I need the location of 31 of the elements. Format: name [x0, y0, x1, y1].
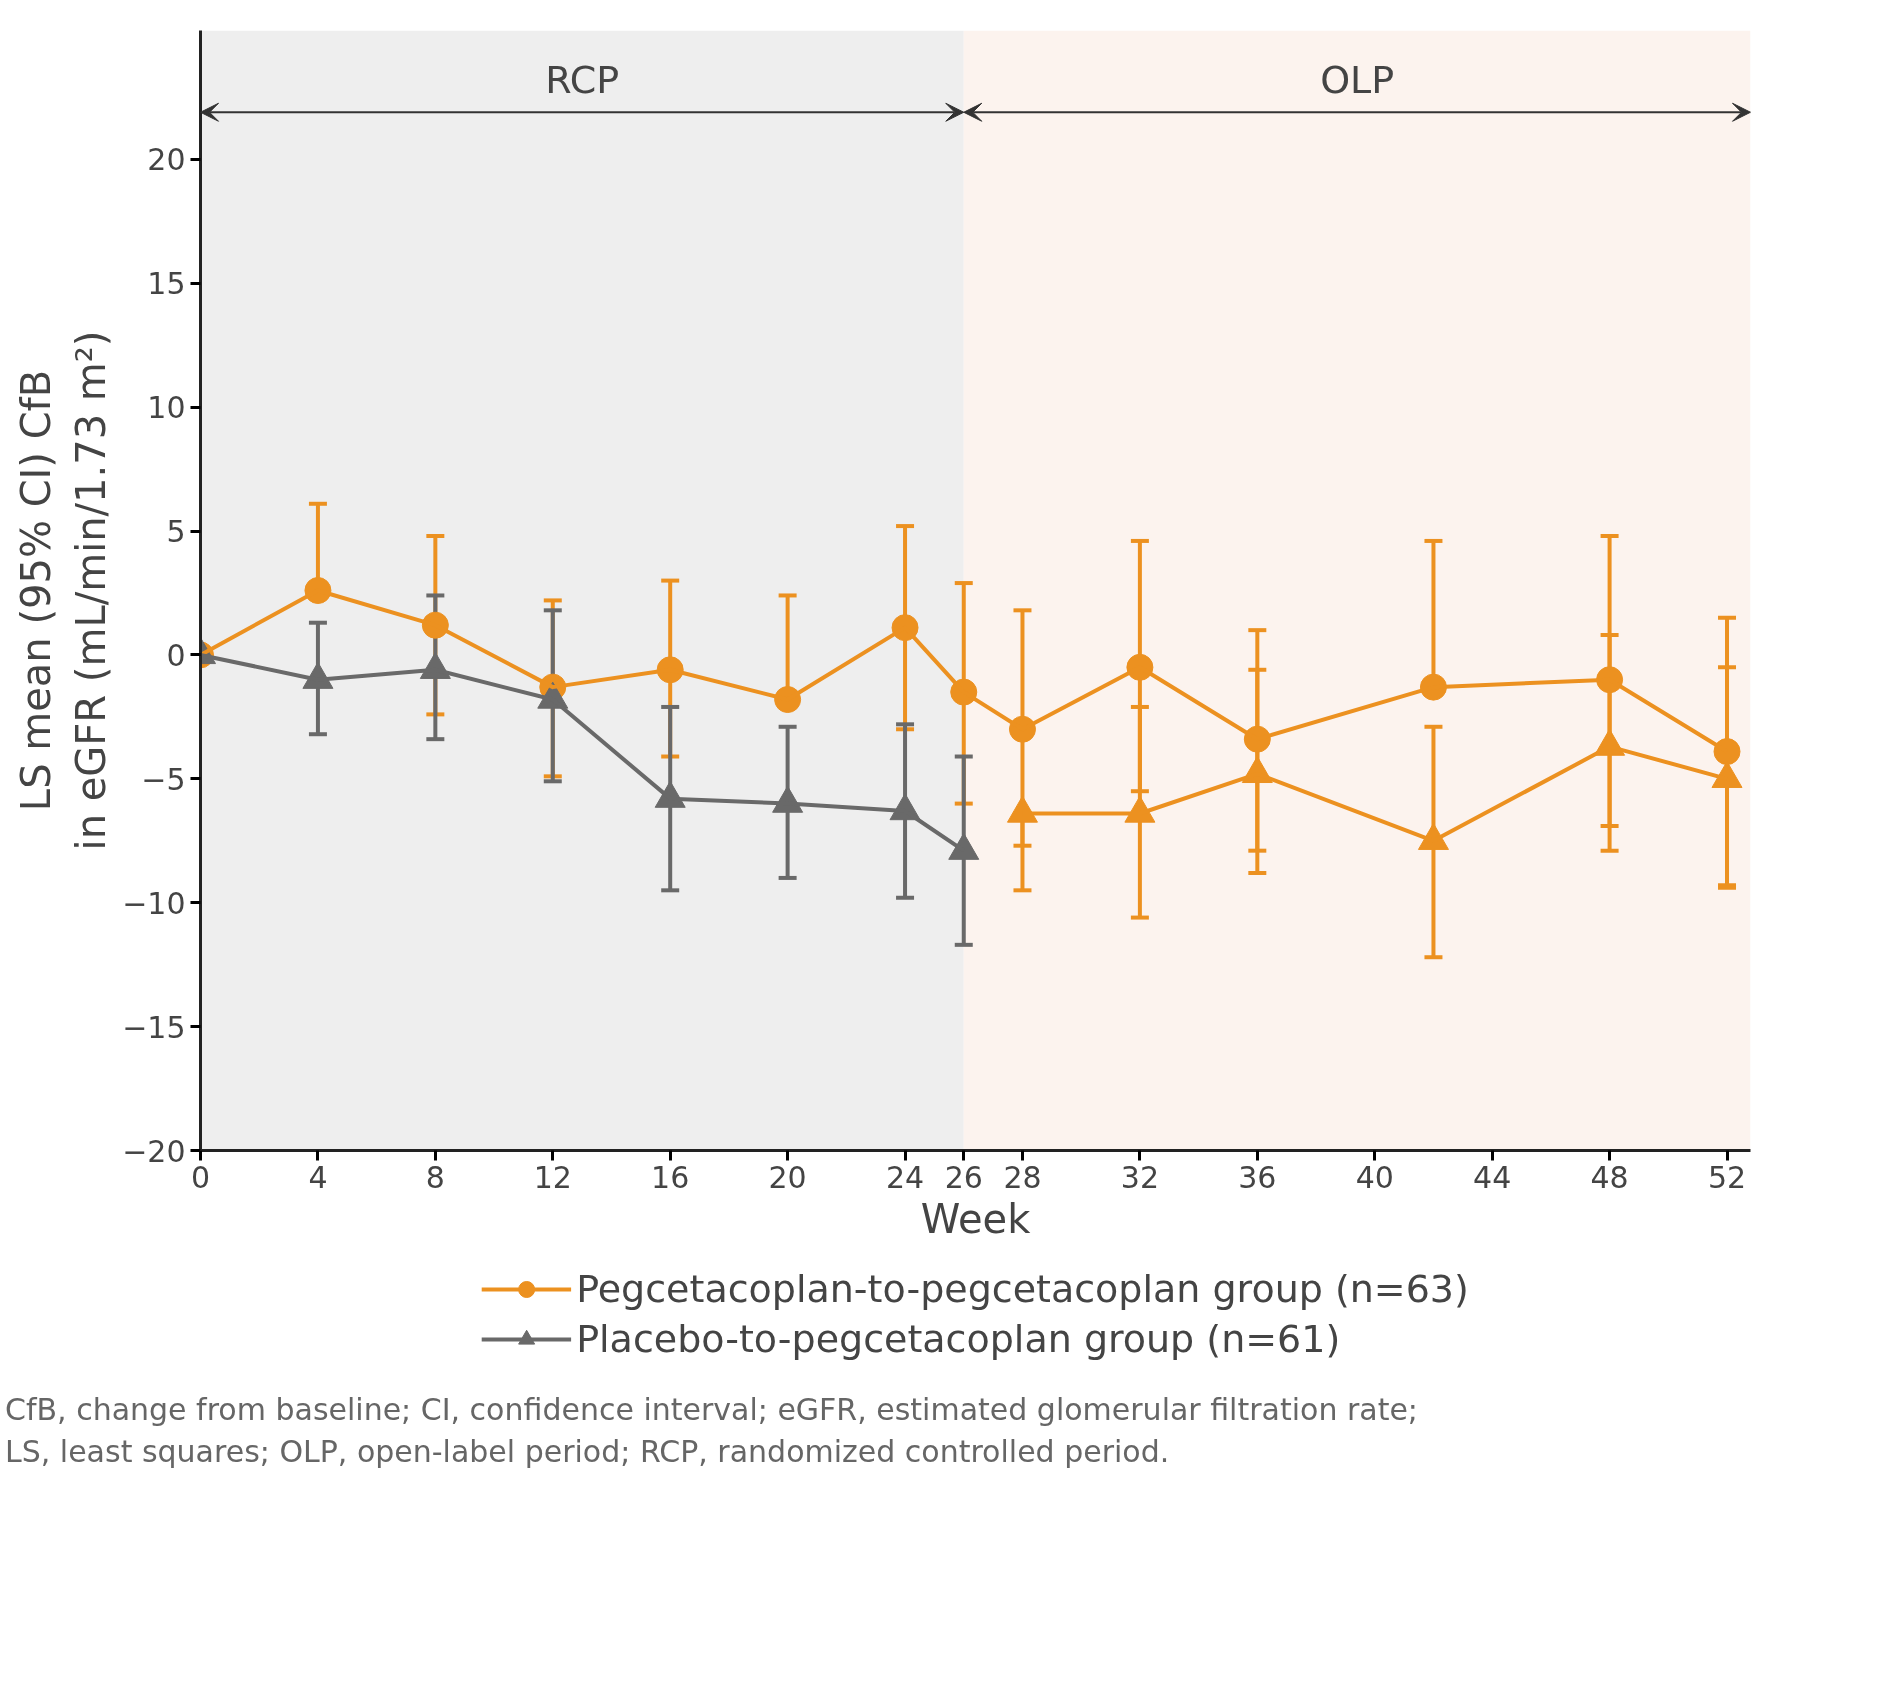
x-tick-label: 48: [1590, 1159, 1629, 1195]
y-tick-label: 0: [166, 637, 186, 673]
x-tick-label: 8: [425, 1159, 445, 1195]
x-tick-label: 40: [1355, 1159, 1394, 1195]
y-tick-label: −5: [141, 761, 186, 797]
band-label: OLP: [1320, 58, 1395, 103]
x-tick-label: 36: [1238, 1159, 1277, 1195]
x-tick-label: 32: [1120, 1159, 1159, 1195]
x-tick-label: 52: [1707, 1159, 1747, 1195]
x-tick-label: 12: [533, 1159, 572, 1195]
legend-label: Placebo-to-pegcetacoplan group (n=61): [576, 1317, 1341, 1361]
x-tick-label: 28: [1003, 1159, 1042, 1195]
x-tick-label: 20: [768, 1159, 807, 1195]
x-tick-label: 4: [308, 1159, 328, 1195]
legend-label: Pegcetacoplan-to-pegcetacoplan group (n=63): [576, 1267, 1469, 1311]
text: CfB, change from baseline; CI, confidence interval; eGFR, estimated glomerular filtration rate; LS, least squares; OLP, open-label period; RCP, randomized controlled period.: [5, 1391, 1418, 1471]
y-axis-title: LS mean (95% CI) CfB in eGFR (mL/min/1.73 m²): [12, 330, 115, 851]
x-tick-label: 0: [190, 1159, 211, 1195]
x-tick-label: 24: [885, 1159, 925, 1195]
y-tick-label: 10: [147, 390, 186, 426]
y-tick-label: −20: [122, 1133, 186, 1169]
x-tick-label: 16: [651, 1159, 690, 1195]
y-tick-label: 5: [166, 514, 186, 550]
x-tick-label: 44: [1473, 1159, 1512, 1195]
band-label: RCP: [545, 58, 620, 103]
x-axis-title: Week: [920, 1195, 1032, 1242]
y-tick-label: −10: [122, 885, 186, 921]
y-tick-label: 20: [147, 142, 186, 178]
y-tick-label: −15: [122, 1009, 186, 1045]
x-tick-label: 26: [944, 1159, 983, 1195]
y-tick-label: 15: [147, 266, 186, 302]
